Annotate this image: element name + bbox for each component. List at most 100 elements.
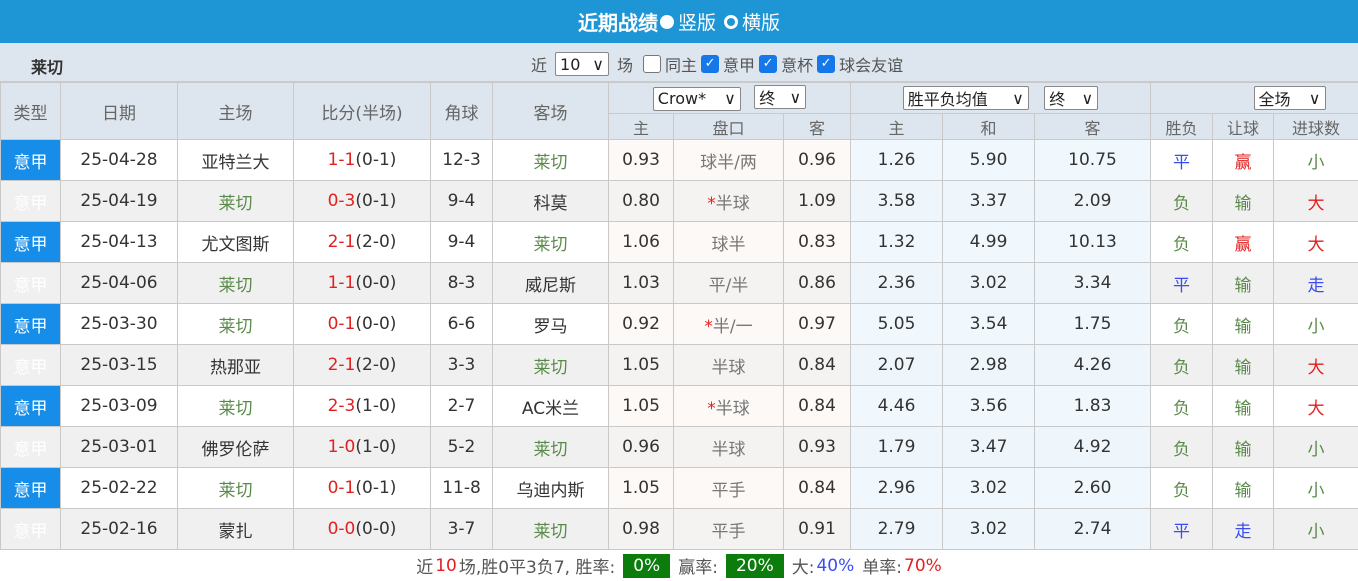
asian-stage-select[interactable]: 终∨	[754, 85, 806, 109]
goals-result-cell: 大	[1274, 345, 1358, 386]
corner-cell: 6-6	[431, 304, 493, 345]
summary-text: 近	[416, 553, 433, 578]
line-text: 半球	[712, 358, 746, 378]
goals-result-cell: 小	[1274, 304, 1358, 345]
same-home-checkbox[interactable]	[643, 55, 661, 73]
euro-draw-odds: 3.02	[943, 509, 1035, 550]
handicap-result-cell: 赢	[1213, 222, 1274, 263]
asian-home-odds: 0.98	[609, 509, 674, 550]
home-team-cell: 热那亚	[178, 345, 294, 386]
away-team-cell: 莱切	[493, 140, 609, 181]
handicap-result-cell: 输	[1213, 181, 1274, 222]
full-score: 0-0	[328, 519, 356, 539]
date-cell: 25-03-30	[61, 304, 178, 345]
home-team-cell: 莱切	[178, 386, 294, 427]
serie-a-checkbox[interactable]: ✓	[701, 55, 719, 73]
line-text: 半球	[716, 399, 750, 419]
euro-draw-odds: 3.37	[943, 181, 1035, 222]
away-team-cell: 莱切	[493, 345, 609, 386]
score-cell: 1-1(0-1)	[294, 140, 431, 181]
asian-line-cell: *半/一	[674, 304, 784, 345]
count-select[interactable]: 10∨	[555, 52, 609, 76]
radio-horizontal-label[interactable]: 横版	[742, 8, 780, 35]
range-select[interactable]: 全场∨	[1254, 86, 1326, 110]
odd-rate: 70%	[904, 556, 942, 576]
col-score: 比分(半场)	[294, 83, 431, 140]
corner-cell: 9-4	[431, 222, 493, 263]
line-text: 平手	[712, 481, 746, 501]
col-goals-result: 进球数	[1274, 114, 1358, 140]
asian-line-cell: *半球	[674, 181, 784, 222]
handicap-result-cell: 输	[1213, 386, 1274, 427]
score-cell: 0-3(0-1)	[294, 181, 431, 222]
chevron-down-icon: ∨	[1012, 89, 1024, 108]
date-cell: 25-03-01	[61, 427, 178, 468]
away-team-cell: 乌迪内斯	[493, 468, 609, 509]
col-euro-home: 主	[851, 114, 943, 140]
home-team-cell: 佛罗伦萨	[178, 427, 294, 468]
chevron-down-icon: ∨	[1309, 89, 1321, 108]
summary-count: 10	[435, 556, 457, 576]
team-name: 莱切	[31, 54, 63, 78]
summary-text: 场,胜0平3负7, 胜率:	[459, 553, 615, 578]
competition-cell: 意甲	[1, 263, 61, 304]
line-text: 平手	[712, 522, 746, 542]
score-cell: 1-1(0-0)	[294, 263, 431, 304]
friendly-checkbox[interactable]: ✓	[817, 55, 835, 73]
euro-draw-odds: 4.99	[943, 222, 1035, 263]
euro-away-odds: 3.34	[1035, 263, 1151, 304]
euro-type-select[interactable]: 胜平负均值∨	[903, 86, 1029, 110]
euro-draw-odds: 3.54	[943, 304, 1035, 345]
home-team-cell: 莱切	[178, 304, 294, 345]
competition-cell: 意甲	[1, 304, 61, 345]
away-team-cell: 威尼斯	[493, 263, 609, 304]
score-cell: 0-1(0-1)	[294, 468, 431, 509]
euro-away-odds: 1.83	[1035, 386, 1151, 427]
result-cell: 平	[1151, 140, 1213, 181]
asian-company-select[interactable]: Crow*∨	[653, 87, 741, 111]
same-home-label: 同主	[665, 52, 697, 76]
euro-away-odds: 1.75	[1035, 304, 1151, 345]
handicap-result-cell: 输	[1213, 345, 1274, 386]
result-cell: 负	[1151, 181, 1213, 222]
euro-draw-odds: 2.98	[943, 345, 1035, 386]
coppa-checkbox[interactable]: ✓	[759, 55, 777, 73]
corner-cell: 8-3	[431, 263, 493, 304]
full-score: 1-1	[328, 273, 356, 293]
asian-line-cell: 平手	[674, 468, 784, 509]
half-score: (2-0)	[355, 355, 396, 375]
score-cell: 0-1(0-0)	[294, 304, 431, 345]
asian-home-odds: 1.06	[609, 222, 674, 263]
euro-draw-odds: 3.02	[943, 263, 1035, 304]
score-cell: 2-1(2-0)	[294, 345, 431, 386]
euro-away-odds: 10.13	[1035, 222, 1151, 263]
chevron-down-icon: ∨	[724, 89, 736, 108]
corner-cell: 3-7	[431, 509, 493, 550]
radio-vertical-label[interactable]: 竖版	[678, 8, 716, 35]
handicap-result-cell: 输	[1213, 304, 1274, 345]
asian-stage-value: 终	[759, 85, 775, 109]
away-team-cell: 莱切	[493, 222, 609, 263]
line-text: 球半/两	[700, 153, 757, 173]
euro-home-odds: 1.79	[851, 427, 943, 468]
half-score: (2-0)	[355, 232, 396, 252]
col-home: 主场	[178, 83, 294, 140]
line-text: 半球	[716, 194, 750, 214]
goals-result-cell: 大	[1274, 181, 1358, 222]
date-cell: 25-04-06	[61, 263, 178, 304]
radio-horizontal[interactable]	[724, 15, 738, 29]
euro-draw-odds: 3.47	[943, 427, 1035, 468]
euro-stage-select[interactable]: 终∨	[1044, 86, 1098, 110]
radio-vertical[interactable]	[660, 15, 674, 29]
